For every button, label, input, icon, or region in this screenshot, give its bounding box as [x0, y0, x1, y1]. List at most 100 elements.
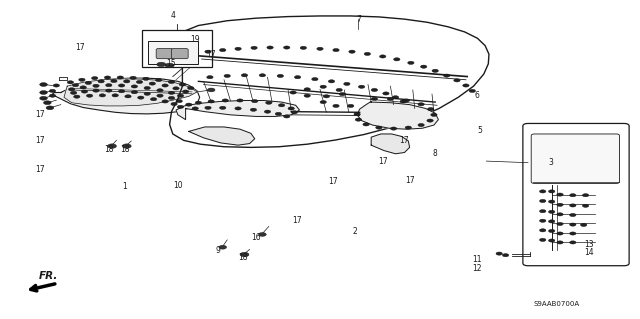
Text: FR.: FR. [38, 271, 58, 281]
Circle shape [344, 82, 350, 85]
Circle shape [290, 91, 296, 94]
Circle shape [250, 108, 257, 111]
Circle shape [108, 144, 116, 148]
Circle shape [570, 213, 576, 217]
Polygon shape [357, 101, 438, 129]
Circle shape [40, 91, 47, 94]
Circle shape [219, 245, 227, 249]
Circle shape [540, 229, 546, 232]
Text: 14: 14 [584, 248, 594, 257]
Circle shape [144, 92, 150, 95]
Circle shape [383, 92, 389, 95]
Text: 10: 10 [173, 181, 183, 189]
Text: 1: 1 [122, 182, 127, 191]
Circle shape [220, 48, 226, 52]
Circle shape [264, 110, 271, 113]
Circle shape [304, 88, 310, 91]
Circle shape [53, 84, 60, 87]
Circle shape [220, 106, 226, 109]
Circle shape [371, 97, 378, 100]
Circle shape [570, 194, 576, 197]
Polygon shape [176, 100, 300, 120]
Circle shape [548, 229, 555, 233]
Circle shape [291, 111, 298, 114]
Circle shape [156, 78, 162, 82]
Text: 18: 18 [104, 145, 113, 154]
Text: 17: 17 [399, 136, 410, 145]
Circle shape [93, 84, 99, 87]
Circle shape [496, 252, 502, 255]
Circle shape [68, 88, 75, 91]
Circle shape [92, 77, 98, 80]
Text: 17: 17 [328, 177, 338, 186]
Circle shape [570, 223, 576, 226]
Circle shape [432, 69, 438, 72]
Circle shape [339, 93, 346, 96]
Circle shape [106, 89, 112, 92]
Circle shape [278, 104, 285, 107]
FancyBboxPatch shape [156, 48, 173, 59]
Text: 9: 9 [215, 246, 220, 255]
FancyBboxPatch shape [531, 134, 620, 183]
Text: 18: 18 [120, 145, 129, 154]
Circle shape [86, 94, 93, 97]
Circle shape [188, 86, 194, 90]
Text: 5: 5 [477, 126, 483, 135]
Circle shape [363, 123, 369, 126]
Circle shape [427, 119, 433, 122]
Circle shape [420, 65, 427, 68]
Circle shape [74, 95, 80, 98]
Circle shape [157, 62, 166, 67]
Circle shape [428, 108, 434, 111]
Circle shape [173, 87, 179, 90]
Circle shape [540, 219, 546, 222]
Circle shape [364, 52, 371, 56]
Polygon shape [64, 79, 197, 106]
Circle shape [570, 204, 576, 207]
Circle shape [431, 113, 437, 116]
Circle shape [266, 101, 272, 104]
Circle shape [354, 113, 360, 116]
Text: 6: 6 [474, 91, 479, 100]
Circle shape [157, 89, 163, 92]
Circle shape [548, 190, 555, 193]
Circle shape [358, 85, 365, 88]
Circle shape [70, 91, 77, 94]
Circle shape [162, 84, 168, 87]
Circle shape [67, 81, 74, 84]
Circle shape [177, 94, 184, 97]
Circle shape [312, 78, 318, 81]
Circle shape [235, 107, 241, 110]
Circle shape [469, 89, 476, 93]
Circle shape [408, 61, 414, 64]
Text: 17: 17 [206, 50, 216, 59]
Circle shape [548, 239, 555, 242]
Circle shape [235, 47, 241, 50]
Circle shape [540, 238, 546, 241]
Circle shape [336, 88, 342, 92]
Circle shape [143, 77, 149, 80]
Circle shape [582, 194, 589, 197]
Circle shape [328, 80, 335, 83]
Circle shape [112, 94, 118, 97]
Circle shape [376, 126, 382, 129]
Circle shape [294, 76, 301, 79]
Circle shape [171, 102, 177, 106]
Circle shape [275, 112, 282, 115]
Circle shape [81, 90, 88, 93]
Circle shape [130, 76, 136, 79]
Circle shape [192, 107, 198, 110]
Circle shape [548, 200, 555, 203]
FancyBboxPatch shape [523, 123, 629, 266]
Circle shape [222, 99, 228, 102]
Circle shape [150, 98, 157, 101]
Circle shape [40, 83, 47, 86]
Circle shape [418, 123, 424, 127]
Text: 17: 17 [35, 136, 45, 145]
Circle shape [557, 193, 563, 196]
Circle shape [111, 79, 117, 83]
Polygon shape [189, 127, 255, 145]
Circle shape [131, 91, 138, 94]
Text: 3: 3 [548, 158, 553, 167]
Circle shape [392, 96, 399, 99]
